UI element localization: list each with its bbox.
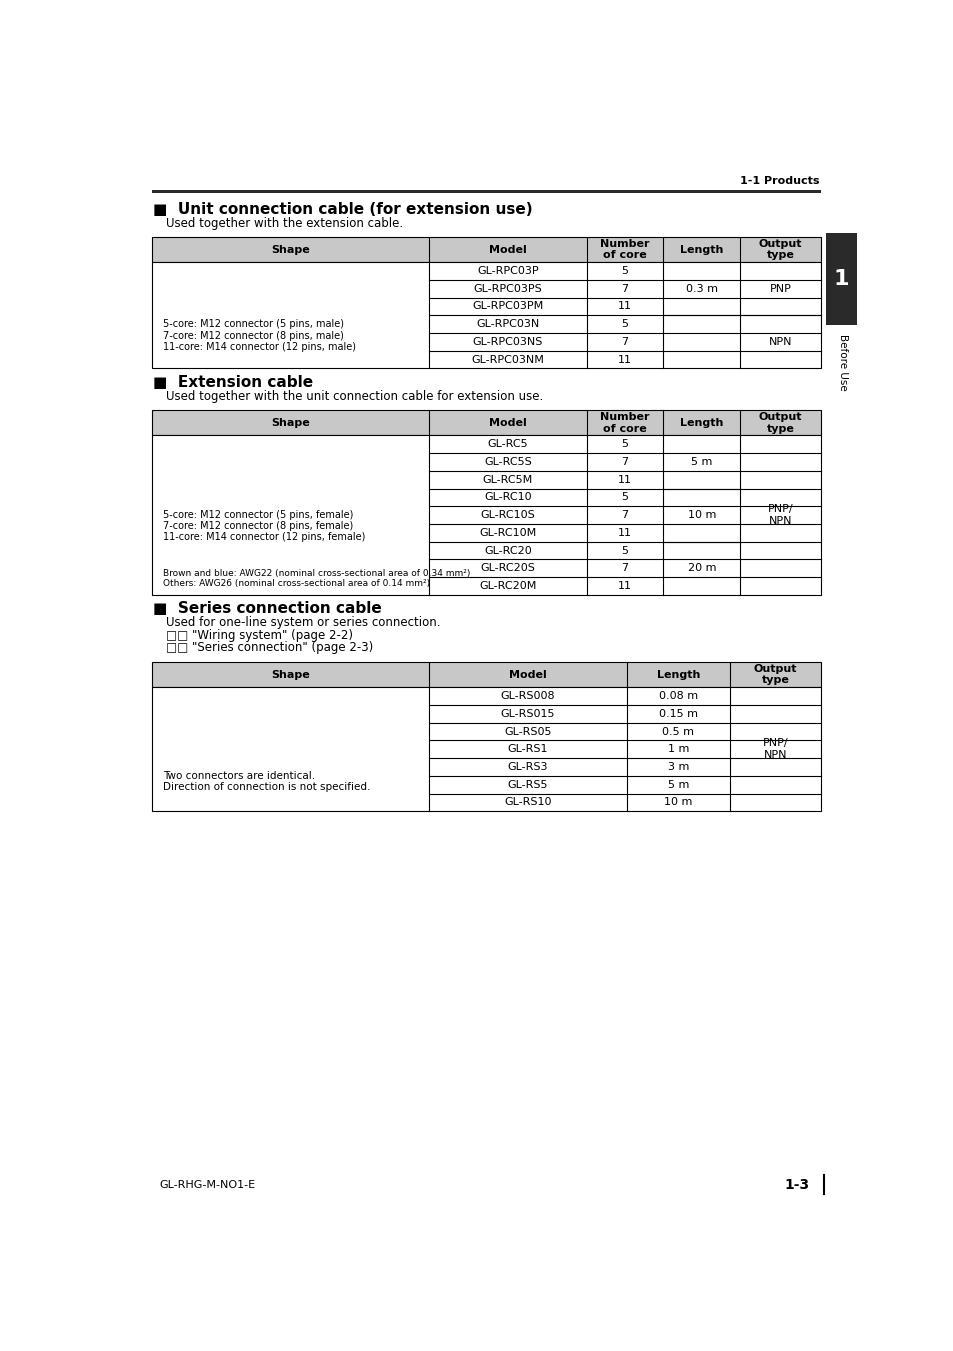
Text: 10 m: 10 m xyxy=(663,797,692,808)
Text: GL-RC20M: GL-RC20M xyxy=(478,581,537,590)
Text: 7: 7 xyxy=(620,511,628,520)
Text: GL-RPC03P: GL-RPC03P xyxy=(476,266,538,276)
Text: 0.08 m: 0.08 m xyxy=(659,692,698,701)
Text: Output
type: Output type xyxy=(758,412,801,434)
Text: 7-core: M12 connector (8 pins, male): 7-core: M12 connector (8 pins, male) xyxy=(162,331,343,340)
Text: GL-RS3: GL-RS3 xyxy=(507,762,548,771)
Text: GL-RC10M: GL-RC10M xyxy=(478,528,536,538)
Text: Used together with the unit connection cable for extension use.: Used together with the unit connection c… xyxy=(166,389,542,403)
Bar xyxy=(152,435,820,594)
Text: Length: Length xyxy=(656,670,700,680)
Text: GL-RPC03N: GL-RPC03N xyxy=(476,319,539,330)
Text: 11: 11 xyxy=(618,581,631,590)
Text: 5: 5 xyxy=(620,546,628,555)
Text: GL-RC10S: GL-RC10S xyxy=(480,511,535,520)
Bar xyxy=(152,688,820,811)
Text: Length: Length xyxy=(679,417,722,428)
Text: 7: 7 xyxy=(620,284,628,293)
Text: ■  Unit connection cable (for extension use): ■ Unit connection cable (for extension u… xyxy=(153,203,533,218)
Text: Model: Model xyxy=(489,417,526,428)
Text: GL-RS10: GL-RS10 xyxy=(504,797,551,808)
Text: GL-RHG-M-NO1-E: GL-RHG-M-NO1-E xyxy=(159,1179,255,1190)
Text: 11-core: M14 connector (12 pins, male): 11-core: M14 connector (12 pins, male) xyxy=(162,342,355,353)
Text: GL-RS015: GL-RS015 xyxy=(500,709,555,719)
Text: 5-core: M12 connector (5 pins, male): 5-core: M12 connector (5 pins, male) xyxy=(162,319,343,330)
Text: 5 m: 5 m xyxy=(667,780,688,790)
Text: 0.5 m: 0.5 m xyxy=(661,727,694,736)
Text: 20 m: 20 m xyxy=(687,563,716,573)
Bar xyxy=(152,190,820,193)
Text: 7: 7 xyxy=(620,563,628,573)
Text: □□ "Wiring system" (page 2-2): □□ "Wiring system" (page 2-2) xyxy=(166,630,353,642)
Text: 11-core: M14 connector (12 pins, female): 11-core: M14 connector (12 pins, female) xyxy=(162,532,365,542)
Text: Length: Length xyxy=(679,245,722,254)
Text: GL-RPC03PS: GL-RPC03PS xyxy=(473,284,541,293)
Text: GL-RC5M: GL-RC5M xyxy=(482,474,533,485)
Text: □□ "Series connection" (page 2-3): □□ "Series connection" (page 2-3) xyxy=(166,642,373,654)
Text: GL-RC5: GL-RC5 xyxy=(487,439,528,450)
Text: Model: Model xyxy=(489,245,526,254)
Text: 1 m: 1 m xyxy=(667,744,688,754)
Text: Used for one-line system or series connection.: Used for one-line system or series conne… xyxy=(166,616,439,630)
Text: Model: Model xyxy=(509,670,546,680)
Text: GL-RS05: GL-RS05 xyxy=(504,727,551,736)
Text: 1: 1 xyxy=(833,269,848,289)
Text: 5 m: 5 m xyxy=(691,457,712,467)
Text: 5: 5 xyxy=(620,319,628,330)
Text: PNP/
NPN: PNP/ NPN xyxy=(761,739,787,761)
Text: Used together with the extension cable.: Used together with the extension cable. xyxy=(166,218,402,230)
Text: Number
of core: Number of core xyxy=(599,239,649,261)
Text: Output
type: Output type xyxy=(758,239,801,261)
Bar xyxy=(152,411,820,435)
Text: 11: 11 xyxy=(618,528,631,538)
Text: 5: 5 xyxy=(620,493,628,503)
Text: Others: AWG26 (nominal cross-sectional area of 0.14 mm²): Others: AWG26 (nominal cross-sectional a… xyxy=(162,580,429,588)
Bar xyxy=(152,262,820,369)
Text: Direction of connection is not specified.: Direction of connection is not specified… xyxy=(162,782,370,792)
Text: 5: 5 xyxy=(620,439,628,450)
Text: 5: 5 xyxy=(620,266,628,276)
Text: 3 m: 3 m xyxy=(667,762,688,771)
Text: 0.3 m: 0.3 m xyxy=(685,284,718,293)
Text: 1-1 Products: 1-1 Products xyxy=(739,176,819,185)
Bar xyxy=(152,236,820,262)
Text: Shape: Shape xyxy=(271,417,310,428)
Text: GL-RPC03NM: GL-RPC03NM xyxy=(471,354,544,365)
Text: GL-RPC03NS: GL-RPC03NS xyxy=(473,336,542,347)
Text: 11: 11 xyxy=(618,354,631,365)
Text: 5-core: M12 connector (5 pins, female): 5-core: M12 connector (5 pins, female) xyxy=(162,511,353,520)
Text: GL-RS008: GL-RS008 xyxy=(500,692,555,701)
Text: GL-RPC03PM: GL-RPC03PM xyxy=(472,301,543,312)
Text: PNP: PNP xyxy=(769,284,791,293)
Text: 1-3: 1-3 xyxy=(784,1178,809,1192)
Text: GL-RC10: GL-RC10 xyxy=(483,493,531,503)
Text: GL-RS1: GL-RS1 xyxy=(507,744,548,754)
Bar xyxy=(152,662,820,688)
Text: 7: 7 xyxy=(620,336,628,347)
Text: 11: 11 xyxy=(618,474,631,485)
Text: PNP/
NPN: PNP/ NPN xyxy=(767,504,793,526)
Text: GL-RC5S: GL-RC5S xyxy=(483,457,531,467)
Text: 10 m: 10 m xyxy=(687,511,716,520)
Text: Shape: Shape xyxy=(271,245,310,254)
Text: GL-RC20S: GL-RC20S xyxy=(480,563,535,573)
Text: 7: 7 xyxy=(620,457,628,467)
Text: GL-RC20: GL-RC20 xyxy=(483,546,531,555)
Text: Before Use: Before Use xyxy=(838,334,847,390)
Text: ■  Extension cable: ■ Extension cable xyxy=(153,374,314,390)
Text: Output
type: Output type xyxy=(753,663,797,685)
Text: ■  Series connection cable: ■ Series connection cable xyxy=(153,601,382,616)
Text: Shape: Shape xyxy=(271,670,310,680)
Text: 11: 11 xyxy=(618,301,631,312)
Text: GL-RS5: GL-RS5 xyxy=(507,780,548,790)
Text: Brown and blue: AWG22 (nominal cross-sectional area of 0.34 mm²): Brown and blue: AWG22 (nominal cross-sec… xyxy=(162,569,470,578)
Text: NPN: NPN xyxy=(768,336,791,347)
Text: 7-core: M12 connector (8 pins, female): 7-core: M12 connector (8 pins, female) xyxy=(162,521,353,531)
Text: Number
of core: Number of core xyxy=(599,412,649,434)
Text: Two connectors are identical.: Two connectors are identical. xyxy=(162,771,314,781)
Text: 0.15 m: 0.15 m xyxy=(659,709,698,719)
Bar xyxy=(825,232,856,326)
